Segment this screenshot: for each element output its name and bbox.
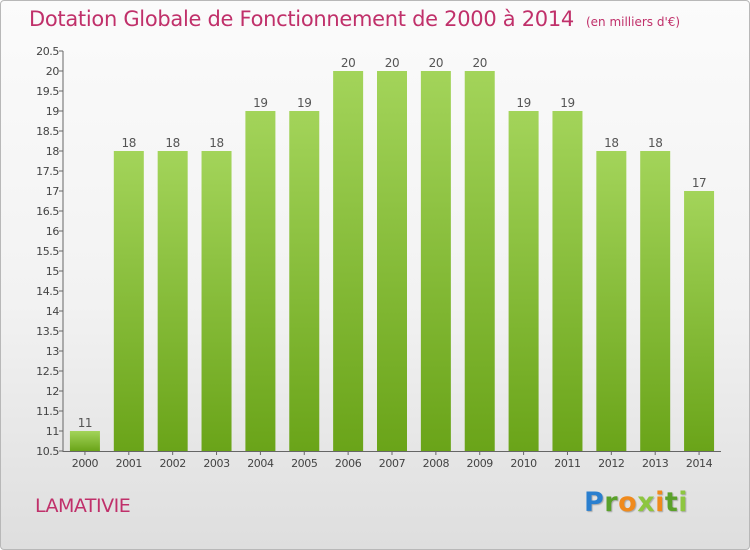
x-tick-label: 2004: [247, 457, 274, 470]
y-tick-label: 17: [46, 185, 60, 198]
commune-name: LAMATIVIE: [35, 495, 131, 517]
data-label: 19: [560, 96, 574, 110]
bar-2014[interactable]: [684, 191, 715, 451]
y-tick-label: 17.5: [36, 165, 59, 178]
data-label: 18: [648, 136, 662, 150]
y-tick-label: 12: [46, 385, 59, 398]
bar-2012[interactable]: [596, 151, 627, 451]
chart-title: Dotation Globale de Fonctionnement de 20…: [29, 7, 680, 31]
x-tick-label: 2008: [423, 457, 450, 470]
data-label: 18: [604, 136, 618, 150]
y-tick-label: 18: [46, 145, 60, 158]
bar-2002[interactable]: [157, 151, 188, 451]
chart-title-text: Dotation Globale de Fonctionnement de 20…: [29, 7, 574, 31]
data-label: 19: [516, 96, 530, 110]
y-tick-label: 11: [46, 425, 59, 438]
bar-2003[interactable]: [201, 151, 232, 451]
y-tick-label: 11.5: [36, 405, 59, 418]
logo-letter: i: [655, 487, 665, 518]
data-label: 19: [297, 96, 311, 110]
bar-2004[interactable]: [245, 111, 276, 451]
data-label: 18: [122, 136, 136, 150]
chart-subtitle: (en milliers d'€): [585, 15, 681, 29]
data-label: 20: [429, 56, 443, 70]
bar-2006[interactable]: [333, 71, 364, 451]
y-tick-label: 10.5: [36, 445, 59, 458]
y-tick-label: 15: [46, 265, 60, 278]
y-tick-label: 18.5: [36, 125, 59, 138]
y-tick-label: 20.5: [36, 45, 59, 58]
bar-2007[interactable]: [377, 71, 407, 451]
x-tick-label: 2011: [554, 457, 580, 470]
data-label: 20: [385, 56, 399, 70]
y-tick-label: 12.5: [36, 365, 59, 378]
data-label: 11: [78, 416, 92, 430]
data-label: 20: [341, 56, 355, 70]
data-label: 19: [253, 96, 267, 110]
chart-bars: [69, 71, 715, 451]
y-tick-label: 16.5: [36, 205, 59, 218]
y-tick-label: 13: [46, 345, 60, 358]
y-tick-label: 14.5: [36, 285, 59, 298]
x-tick-label: 2013: [642, 457, 669, 470]
data-label: 18: [165, 136, 179, 150]
bar-2009[interactable]: [464, 71, 495, 451]
x-tick-label: 2012: [598, 457, 624, 470]
x-tick-label: 2006: [335, 457, 362, 470]
y-tick-label: 19: [46, 105, 60, 118]
proxiti-logo[interactable]: Proxiti: [584, 487, 688, 518]
x-tick-label: 2010: [510, 457, 537, 470]
logo-letter: x: [637, 487, 656, 518]
data-label: 18: [209, 136, 223, 150]
bar-2008[interactable]: [420, 71, 451, 451]
logo-letter: P: [584, 487, 605, 518]
logo-letter: t: [664, 487, 679, 518]
bar-2000[interactable]: [69, 431, 100, 451]
logo-letter: i: [678, 487, 689, 518]
chart-axes: 10.5 11 11.5 12 12.5 13 13.5 14 14.5 15 15.5 16 16.5…: [36, 45, 721, 470]
bar-2001[interactable]: [113, 151, 144, 451]
bar-2013[interactable]: [640, 151, 671, 451]
logo-letter: o: [618, 487, 638, 518]
x-tick-label: 2005: [291, 457, 318, 470]
bar-2010[interactable]: [508, 111, 539, 451]
data-label: 17: [692, 176, 706, 190]
x-tick-label: 2001: [116, 457, 142, 470]
y-tick-label: 13.5: [36, 325, 59, 338]
x-tick-label: 2000: [72, 457, 99, 470]
y-tick-label: 19.5: [36, 85, 59, 98]
y-tick-label: 15.5: [36, 245, 59, 258]
x-tick-label: 2003: [203, 457, 230, 470]
x-tick-label: 2002: [159, 457, 185, 470]
data-label: 20: [472, 56, 486, 70]
logo-letter: r: [604, 487, 619, 518]
bar-2005[interactable]: [289, 111, 320, 451]
x-tick-label: 2014: [686, 457, 713, 470]
y-tick-label: 14: [46, 305, 60, 318]
x-tick-label: 2007: [379, 457, 406, 470]
chart-data-labels: 11 18 18 18 19 19 20 20 20 20 19 19 18 18 17: [78, 56, 707, 430]
x-tick-label: 2009: [467, 457, 494, 470]
bar-2011[interactable]: [552, 111, 583, 451]
y-tick-label: 16: [46, 225, 60, 238]
y-tick-label: 20: [46, 65, 60, 78]
